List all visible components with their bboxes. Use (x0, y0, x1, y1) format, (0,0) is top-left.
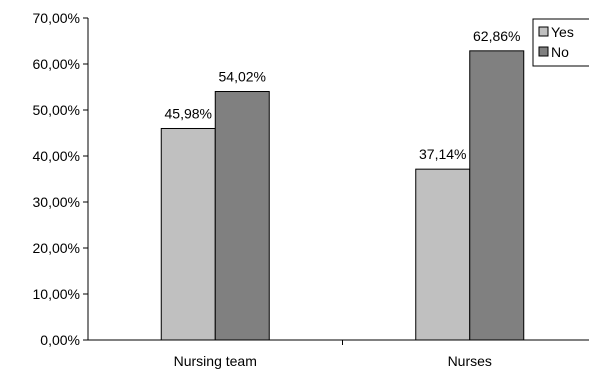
bars (160, 50, 525, 341)
x-tick-label: Nurses (448, 353, 492, 369)
data-label: 54,02% (219, 69, 266, 85)
bar-no-nurses (469, 50, 525, 341)
y-tick-label: 20,00% (33, 240, 80, 256)
legend-label-yes: Yes (551, 24, 574, 40)
legend-label-no: No (551, 44, 569, 60)
bar-yes-nursing-team (160, 127, 216, 341)
data-labels: 45,98% 54,02% 37,14% 62,86% (165, 28, 521, 162)
y-tick-label: 50,00% (33, 102, 80, 118)
data-label: 45,98% (165, 105, 212, 121)
x-tick-labels: Nursing team Nurses (174, 353, 492, 369)
y-tick-label: 40,00% (33, 148, 80, 164)
x-axis (88, 339, 589, 345)
x-tick-label: Nursing team (174, 353, 257, 369)
y-tick-label: 10,00% (33, 286, 80, 302)
y-tick-label: 70,00% (33, 10, 80, 26)
bar-yes-nurses (415, 168, 471, 341)
y-tick-label: 30,00% (33, 194, 80, 210)
y-tick-label: 60,00% (33, 56, 80, 72)
legend-swatch-yes (538, 26, 549, 37)
legend: Yes No (532, 18, 589, 67)
bar-no-nursing-team (214, 91, 270, 341)
legend-swatch-no (538, 46, 549, 57)
y-axis: 0,00% 10,00% 20,00% 30,00% 40,00% 50,00% 60,00… (33, 10, 89, 348)
data-label: 37,14% (419, 146, 466, 162)
data-label: 62,86% (473, 28, 520, 44)
y-tick-label: 0,00% (40, 332, 80, 348)
